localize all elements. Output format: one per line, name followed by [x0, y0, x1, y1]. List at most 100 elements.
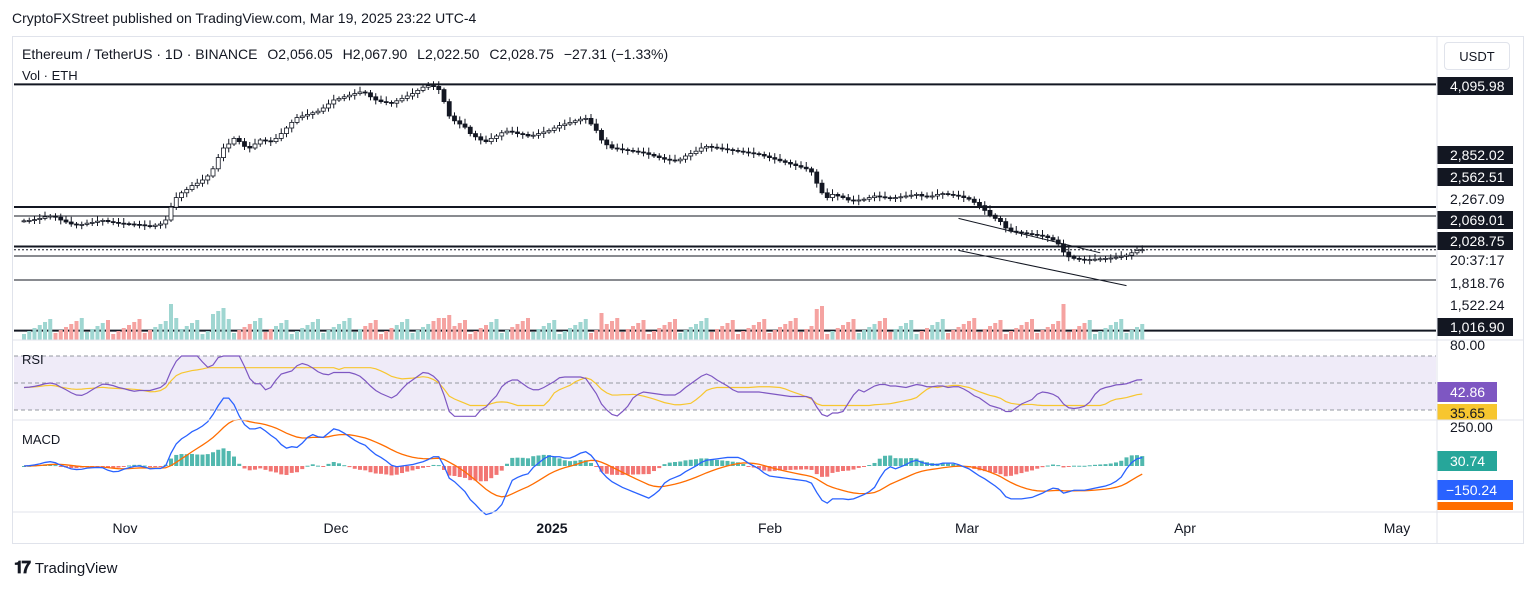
macd-histogram-bar	[74, 466, 79, 469]
macd-histogram-bar	[1103, 464, 1108, 466]
volume-bar	[893, 329, 898, 340]
volume-bar	[935, 322, 940, 340]
candle	[704, 145, 709, 149]
price-axis-label: 2,562.51	[1450, 169, 1505, 185]
candle	[809, 168, 814, 173]
macd-histogram-bar	[142, 465, 147, 467]
price-axis-label: 1,818.76	[1450, 275, 1505, 291]
macd-histogram-bar	[363, 466, 368, 471]
volume-bar	[337, 324, 341, 340]
macd-histogram-bar	[421, 466, 425, 468]
macd-legend[interactable]: MACD	[22, 432, 61, 447]
volume-bar	[473, 331, 478, 340]
volume-bar	[856, 333, 861, 340]
candle	[866, 197, 872, 200]
volume-bar	[127, 325, 131, 340]
candle	[415, 90, 421, 95]
volume-bar	[1124, 333, 1129, 340]
candle	[772, 157, 778, 160]
candle	[893, 197, 898, 200]
volume-bar	[835, 328, 840, 340]
candle	[845, 197, 851, 201]
macd-histogram-bar	[809, 466, 814, 470]
candle	[37, 217, 43, 220]
candle	[882, 196, 888, 199]
macd-histogram-bar	[358, 466, 362, 470]
rsi-legend[interactable]: RSI	[22, 352, 44, 367]
macd-histogram-bar	[1014, 466, 1019, 475]
macd-histogram-bar	[331, 462, 336, 466]
volume-bar	[594, 330, 599, 340]
macd-histogram-bar	[505, 463, 509, 466]
candle	[740, 150, 746, 153]
candle	[877, 195, 883, 198]
macd-histogram-bar	[746, 466, 751, 467]
macd-histogram-bar	[636, 466, 641, 475]
volume-bar	[174, 318, 179, 340]
candle	[53, 215, 58, 218]
candle	[200, 179, 205, 184]
candle	[919, 193, 925, 197]
volume-bar	[74, 321, 79, 340]
macd-histogram-bar	[694, 459, 698, 466]
volume-legend[interactable]: Vol · ETH	[22, 68, 78, 83]
candle	[147, 225, 153, 228]
tradingview-branding[interactable]: 𝟏𝟕 TradingView	[14, 558, 117, 578]
macd-histogram-bar	[1072, 465, 1076, 467]
currency-button[interactable]: USDT	[1444, 42, 1510, 70]
volume-bar	[1014, 328, 1019, 340]
macd-histogram-bar	[300, 466, 305, 470]
candle	[341, 96, 347, 99]
candle	[473, 133, 478, 138]
volume-bar	[541, 326, 546, 340]
macd-histogram-bar	[888, 455, 893, 466]
time-axis-label: 2025	[536, 520, 567, 536]
symbol-name[interactable]: Ethereum / TetherUS · 1D · BINANCE	[22, 46, 258, 62]
volume-bar	[573, 325, 578, 340]
volume-bar	[1056, 321, 1061, 340]
volume-bar	[163, 321, 168, 340]
volume-bar	[867, 327, 872, 340]
volume-bar	[951, 330, 956, 340]
volume-bar	[1030, 319, 1034, 340]
volume-bar	[352, 332, 357, 340]
volume-bar	[457, 323, 462, 340]
volume-bar	[788, 321, 793, 340]
volume-bar	[148, 330, 152, 340]
macd-histogram-bar	[274, 466, 278, 473]
macd-histogram-bar	[1082, 465, 1087, 467]
candle	[536, 133, 541, 136]
channel-lower-line	[958, 249, 1127, 287]
macd-histogram-bar	[846, 466, 851, 471]
candle	[982, 205, 988, 211]
candle	[226, 143, 232, 149]
candle	[158, 223, 163, 226]
tradingview-logo-icon: 𝟏𝟕	[14, 558, 31, 577]
macd-histogram-bar	[526, 458, 530, 466]
candle	[305, 114, 310, 117]
macd-histogram-bar	[289, 466, 294, 473]
candle	[331, 99, 337, 105]
macd-histogram-bar	[337, 463, 341, 466]
macd-histogram-bar	[547, 455, 551, 466]
macd-histogram-bar	[914, 458, 919, 466]
macd-histogram-bar	[998, 466, 1003, 475]
candle	[247, 145, 253, 149]
macd-histogram-bar	[368, 466, 373, 473]
macd-histogram-bar	[389, 466, 394, 476]
volume-bar	[1140, 324, 1145, 340]
volume-bar	[169, 304, 173, 340]
candle	[719, 147, 725, 150]
candle	[1139, 249, 1145, 252]
candle	[326, 103, 331, 109]
candle	[483, 139, 489, 142]
macd-histogram-bar	[783, 466, 788, 471]
candle	[1040, 234, 1045, 237]
macd-histogram-bar	[1129, 455, 1134, 466]
volume-bar	[27, 331, 32, 340]
candle	[488, 137, 494, 142]
candle	[793, 163, 799, 166]
volume-bar	[599, 313, 604, 340]
macd-histogram-bar	[226, 451, 231, 466]
